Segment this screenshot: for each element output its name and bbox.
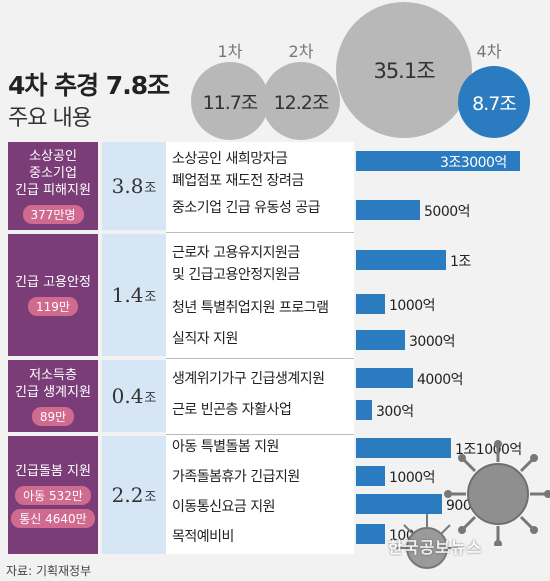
bar: [356, 466, 385, 486]
budget-box-2: 1.4 조: [102, 234, 166, 356]
separator: [166, 358, 354, 359]
bar: [356, 494, 442, 514]
bar-value-label: 1조: [450, 254, 471, 270]
item-label: 중소기업 긴급 유동성 공급: [172, 200, 321, 216]
round-amount-4: 8.7조: [472, 92, 517, 115]
budget-box-1: 3.8 조: [102, 142, 166, 230]
bar-value-label: 3000억: [409, 334, 456, 350]
item-label: 및 긴급고용안정지원금: [172, 267, 300, 283]
budget-unit-4: 조: [144, 489, 157, 505]
category-name-3: 저소득층 긴급 생계지원: [15, 367, 91, 400]
budget-value-2: 1.4: [111, 283, 144, 307]
chart-title: 4차 추경 7.8조: [8, 71, 170, 100]
item-label: 생계위기가구 긴급생계지원: [172, 371, 325, 387]
virus-illustration-icon: [444, 440, 550, 546]
budget-box-4: 2.2 조: [102, 436, 166, 554]
item-label: 근로자 고용유지지원금: [172, 245, 300, 261]
round-circle-1: 11.7조: [191, 62, 269, 140]
bar-value-label: 4000억: [417, 372, 464, 388]
budget-unit-2: 조: [144, 289, 157, 305]
bar-value-label: 1000억: [389, 298, 436, 314]
budget-box-3: 0.4 조: [102, 360, 166, 432]
bar-value-label: 300억: [376, 404, 414, 420]
category-people-3: 89만: [31, 406, 75, 426]
item-label: 청년 특별취업지원 프로그램: [172, 300, 329, 316]
round-circle-2: 12.2조: [262, 62, 340, 140]
budget-unit-3: 조: [144, 390, 157, 406]
items-panel: [166, 142, 354, 554]
budget-value-4: 2.2: [111, 483, 144, 507]
bar: [356, 438, 451, 458]
source-note: 자료: 기획재정부: [6, 564, 92, 578]
category-box-1: 소상공인 중소기업 긴급 피해지원 377만명: [8, 142, 98, 230]
bar-value-label: 5000억: [424, 204, 471, 220]
category-people-2: 119만: [28, 297, 78, 316]
category-people-4b: 통신 4640만: [11, 508, 95, 528]
item-label: 아동 특별돌봄 지원: [172, 439, 279, 455]
budget-value-3: 0.4: [111, 384, 144, 408]
virus-illustration-small-icon: [396, 514, 458, 569]
bar: [356, 250, 446, 270]
item-label: 근로 빈곤층 자활사업: [172, 402, 292, 418]
bar: [356, 400, 372, 420]
round-amount-2: 12.2조: [273, 91, 330, 114]
round-amount-1: 11.7조: [202, 91, 259, 114]
bar-value-label: 3조3000억: [440, 155, 507, 171]
round-label-1: 1차: [217, 42, 243, 61]
bar-value-label: 1조1000억: [455, 442, 522, 458]
item-label: 소상공인 새희망자금: [172, 151, 288, 167]
item-label: 폐업점포 재도전 장려금: [172, 173, 304, 189]
item-label: 목적예비비: [172, 529, 234, 545]
bar: [356, 330, 405, 350]
watermark: 한국공보뉴스: [388, 538, 483, 557]
category-box-4: 긴급돌봄 지원 아동 532만 통신 4640만: [8, 436, 98, 554]
bar-value-label: 1000억: [389, 470, 436, 486]
bar: [356, 200, 420, 220]
round-label-4: 4차: [476, 42, 502, 61]
round-amount-3: 35.1조: [373, 59, 435, 83]
category-box-2: 긴급 고용안정 119만: [8, 234, 98, 356]
round-circle-3: 35.1조: [336, 2, 472, 138]
category-people-1: 377만명: [22, 205, 84, 224]
category-name-1: 소상공인 중소기업 긴급 피해지원: [15, 149, 91, 198]
separator: [166, 434, 354, 435]
round-label-2: 2차: [288, 42, 314, 61]
bar: [356, 368, 413, 388]
round-circle-4: 8.7조: [458, 66, 530, 138]
item-label: 가족돌봄휴가 긴급지원: [172, 469, 300, 485]
separator: [166, 232, 354, 233]
category-name-4: 긴급돌봄 지원: [15, 463, 91, 479]
budget-value-1: 3.8: [111, 174, 144, 198]
category-name-2: 긴급 고용안정: [15, 275, 91, 290]
bar: [356, 524, 385, 544]
chart-subtitle: 주요 내용: [8, 106, 92, 131]
budget-unit-1: 조: [144, 180, 157, 196]
category-people-4a: 아동 532만: [15, 485, 91, 505]
bar: [356, 151, 520, 171]
item-label: 실직자 지원: [172, 331, 238, 347]
category-box-3: 저소득층 긴급 생계지원 89만: [8, 360, 98, 432]
bar: [356, 294, 385, 314]
item-label: 이동통신요금 지원: [172, 499, 276, 515]
